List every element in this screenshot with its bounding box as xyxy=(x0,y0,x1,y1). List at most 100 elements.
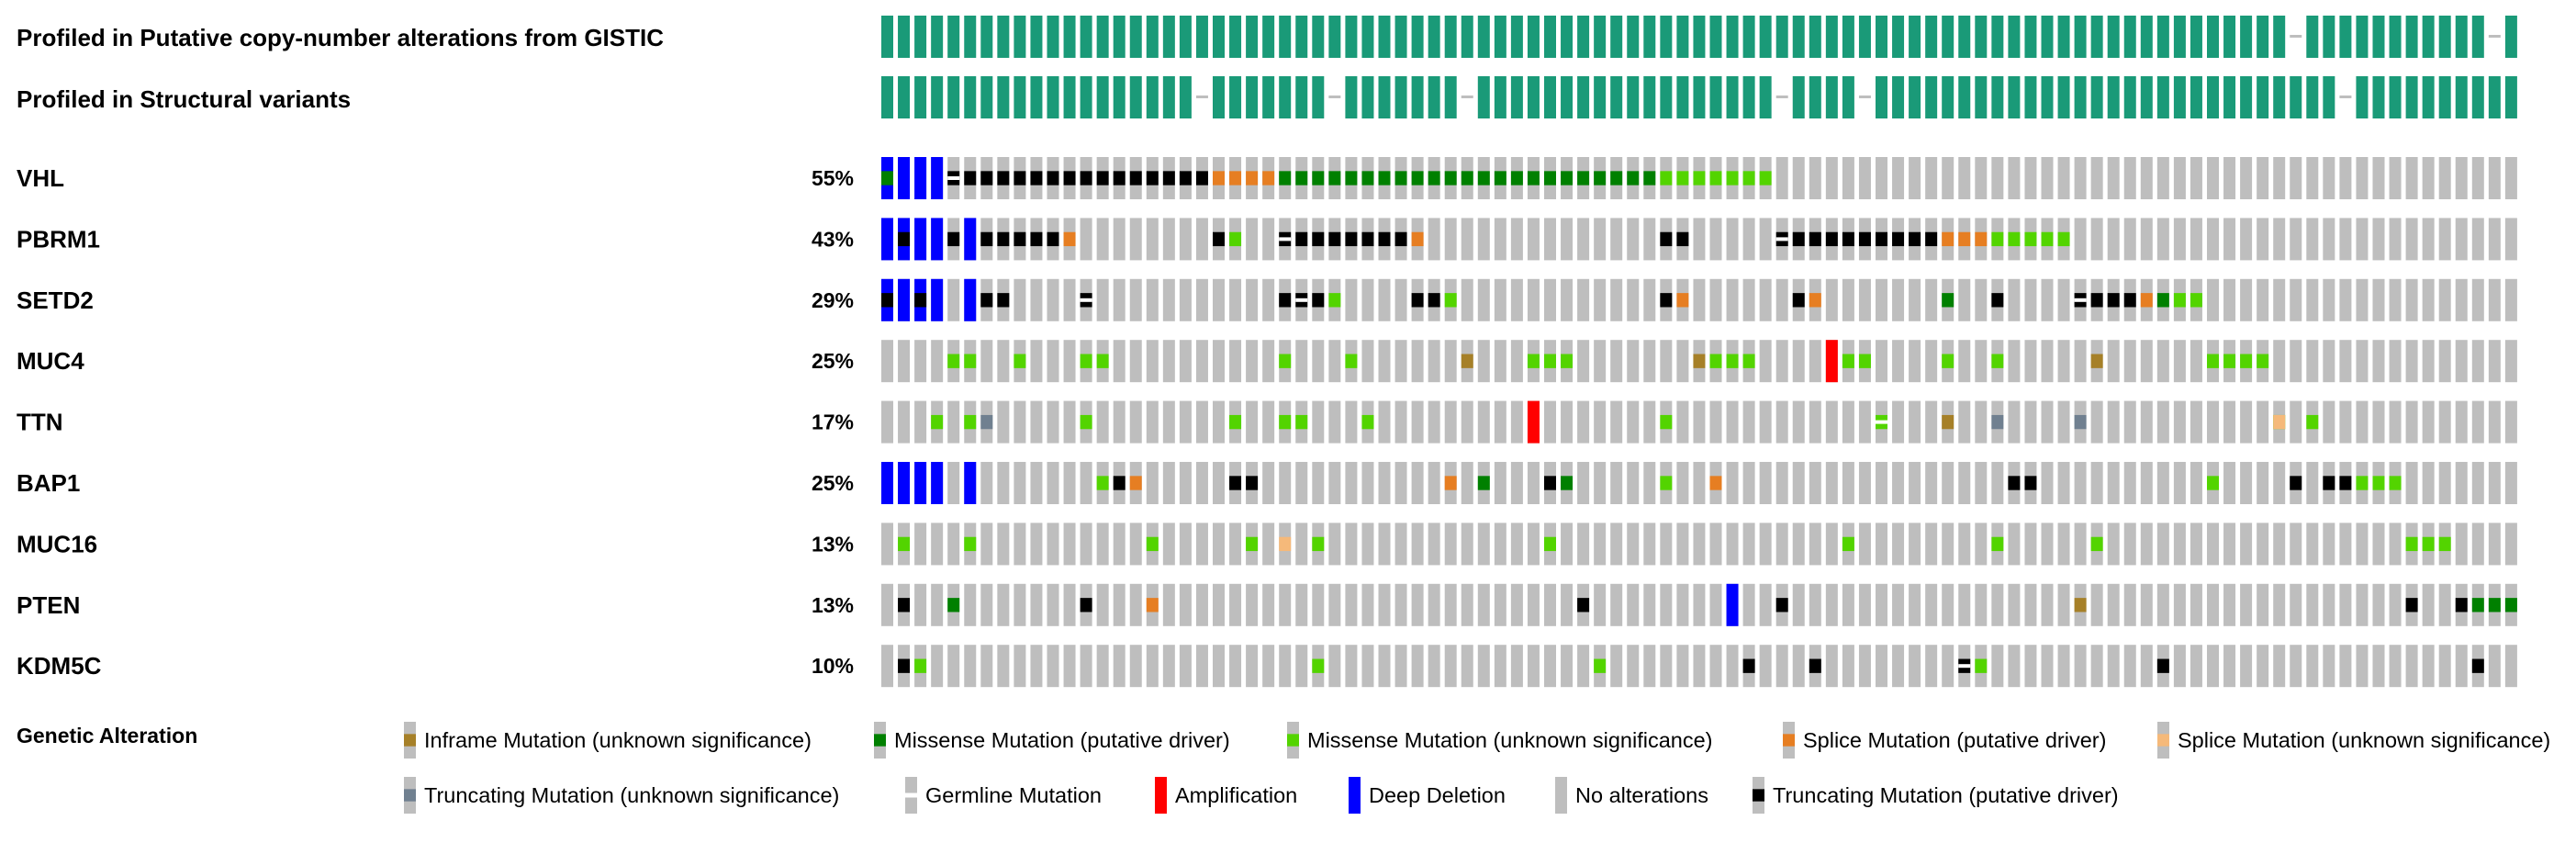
cell-no-alteration xyxy=(2123,523,2136,566)
cell-missense-driver xyxy=(2488,598,2501,613)
cell-truncating-driver xyxy=(2290,476,2302,490)
profiled-cell xyxy=(2140,16,2153,58)
cell-missense-vus xyxy=(1312,536,1325,552)
cell-no-alteration xyxy=(914,400,927,444)
cell-no-alteration xyxy=(2339,278,2352,321)
cell-truncating-driver xyxy=(2156,658,2169,673)
profiled-cell xyxy=(914,16,927,58)
cell-no-alteration xyxy=(2173,645,2186,688)
cell-missense-driver xyxy=(1561,476,1574,490)
cell-missense-driver xyxy=(947,598,960,613)
legend-item-missense-mutation-putative-driver: Missense Mutation (putative driver) xyxy=(874,722,1230,759)
cell-no-alteration xyxy=(1809,157,1821,199)
cell-no-alteration xyxy=(1295,340,1308,383)
cell-no-alteration xyxy=(2273,583,2286,626)
cell-no-alteration xyxy=(2207,645,2219,688)
cell-no-alteration xyxy=(2422,218,2435,261)
cell-no-alteration xyxy=(1975,523,1988,566)
cell-no-alteration xyxy=(1842,400,1854,444)
gene-pct-bap1: 25% xyxy=(812,471,854,495)
cell-no-alteration xyxy=(1809,523,1821,566)
cell-truncating-driver xyxy=(1577,598,1590,613)
not-profiled-cell xyxy=(1195,96,1208,98)
cell-no-alteration xyxy=(1660,583,1673,626)
profiled-cell xyxy=(2190,76,2202,118)
cell-missense-vus xyxy=(2190,293,2202,308)
cell-no-alteration xyxy=(1428,583,1440,626)
profiled-cell xyxy=(1726,76,1739,118)
gene-label-setd2: SETD2 xyxy=(17,287,94,314)
cell-no-alteration xyxy=(1909,157,1921,199)
cell-no-alteration xyxy=(2090,218,2103,261)
cell-no-alteration xyxy=(1792,645,1805,688)
cell-no-alteration xyxy=(914,523,927,566)
legend-item-truncating-mutation-unknown-significance: Truncating Mutation (unknown significanc… xyxy=(404,777,839,814)
cell-germline-mark xyxy=(947,176,960,180)
cell-no-alteration xyxy=(2156,218,2169,261)
cell-no-alteration xyxy=(1958,157,1971,199)
cell-no-alteration xyxy=(1411,400,1424,444)
cell-splice-driver xyxy=(1411,231,1424,247)
profiled-cell xyxy=(1146,16,1159,58)
cell-no-alteration xyxy=(1709,583,1722,626)
cell-no-alteration xyxy=(1494,218,1506,261)
cell-truncating-driver xyxy=(1328,231,1341,247)
cell-no-alteration xyxy=(1030,278,1043,321)
cell-no-alteration xyxy=(1610,583,1623,626)
cell-no-alteration xyxy=(2024,278,2037,321)
cell-no-alteration xyxy=(1958,523,1971,566)
profiled-cell xyxy=(1361,76,1374,118)
cell-no-alteration xyxy=(1892,157,1905,199)
not-profiled-cell xyxy=(1775,96,1788,98)
cell-amplification xyxy=(1527,400,1540,444)
profiled-cell xyxy=(1561,76,1574,118)
cell-no-alteration xyxy=(1195,278,1208,321)
cell-no-alteration xyxy=(2356,523,2369,566)
cell-no-alteration xyxy=(947,400,960,444)
cell-no-alteration xyxy=(1742,278,1755,321)
cell-truncating-driver xyxy=(1063,171,1076,185)
cell-no-alteration xyxy=(1561,400,1574,444)
cell-no-alteration xyxy=(2339,583,2352,626)
cell-no-alteration xyxy=(1775,462,1788,504)
profiled-cell xyxy=(2405,76,2418,118)
cell-no-alteration xyxy=(2173,523,2186,566)
legend-label: Truncating Mutation (putative driver) xyxy=(1773,783,2119,807)
cell-missense-driver xyxy=(1494,171,1506,185)
cell-no-alteration xyxy=(2306,218,2319,261)
cell-no-alteration xyxy=(1063,583,1076,626)
cell-no-alteration xyxy=(2074,462,2087,504)
cell-no-alteration xyxy=(1312,583,1325,626)
cell-no-alteration xyxy=(1775,157,1788,199)
cell-no-alteration xyxy=(2389,340,2402,383)
cell-no-alteration xyxy=(1279,462,1292,504)
cell-no-alteration xyxy=(1942,645,1954,688)
cell-no-alteration xyxy=(2123,157,2136,199)
cell-no-alteration xyxy=(2438,157,2451,199)
cell-no-alteration xyxy=(1577,218,1590,261)
cell-no-alteration xyxy=(1246,645,1259,688)
cell-missense-vus xyxy=(2372,476,2385,490)
cell-no-alteration xyxy=(2290,157,2302,199)
cell-no-alteration xyxy=(1842,157,1854,199)
cell-missense-vus xyxy=(1312,658,1325,673)
cell-truncating-driver xyxy=(1378,231,1391,247)
cell-truncating-driver xyxy=(898,658,911,673)
cell-no-alteration xyxy=(881,340,893,383)
cell-missense-vus xyxy=(1991,231,2004,247)
legend-item-splice-mutation-putative-driver: Splice Mutation (putative driver) xyxy=(1783,722,2106,759)
cell-missense-vus xyxy=(964,354,977,368)
legend-swatch-background xyxy=(1555,777,1567,814)
gene-track-pbrm1 xyxy=(881,218,2517,261)
cell-no-alteration xyxy=(1494,645,1506,688)
cell-splice-driver xyxy=(1975,231,1988,247)
cell-no-alteration xyxy=(2107,218,2120,261)
cell-no-alteration xyxy=(1627,462,1640,504)
cell-no-alteration xyxy=(1444,523,1457,566)
cell-no-alteration xyxy=(881,583,893,626)
cell-no-alteration xyxy=(1378,340,1391,383)
cell-truncating-vus xyxy=(2074,414,2087,430)
cell-no-alteration xyxy=(2090,462,2103,504)
gene-label-kdm5c: KDM5C xyxy=(17,652,102,680)
cell-no-alteration xyxy=(1858,278,1871,321)
